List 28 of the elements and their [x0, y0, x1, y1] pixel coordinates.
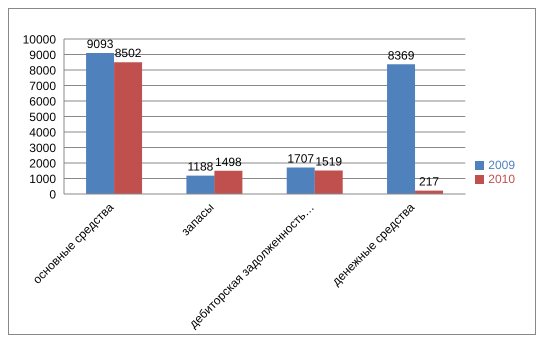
- data-label: 217: [419, 174, 440, 189]
- y-tick-label: 9000: [29, 48, 56, 62]
- data-label: 8502: [114, 46, 142, 60]
- y-tick-label: 5000: [29, 110, 56, 124]
- y-tick-label: 0: [49, 187, 56, 202]
- data-label: 9093: [86, 37, 114, 52]
- data-label: 1498: [215, 154, 242, 169]
- y-tick-label: 2000: [29, 156, 56, 170]
- y-tick-label: 10000: [22, 32, 56, 46]
- data-label: 1188: [187, 160, 214, 174]
- y-tick-label: 6000: [29, 94, 56, 108]
- bar: [387, 64, 416, 194]
- bar: [314, 170, 343, 194]
- data-label: 1519: [315, 154, 342, 168]
- legend-label: 2010: [488, 172, 515, 186]
- bar: [286, 168, 315, 194]
- bar: [214, 170, 242, 194]
- y-tick-label: 3000: [29, 140, 56, 155]
- y-tick-label: 7000: [29, 78, 56, 93]
- bar: [114, 62, 142, 194]
- bar: [186, 176, 214, 194]
- y-tick-label: 4000: [29, 125, 56, 140]
- data-label: 1707: [287, 152, 314, 166]
- data-label: 8369: [388, 48, 415, 62]
- y-tick-label: 8000: [29, 63, 56, 78]
- legend-label: 2009: [488, 158, 515, 172]
- y-tick-label: 1000: [29, 172, 56, 186]
- bar: [86, 53, 114, 194]
